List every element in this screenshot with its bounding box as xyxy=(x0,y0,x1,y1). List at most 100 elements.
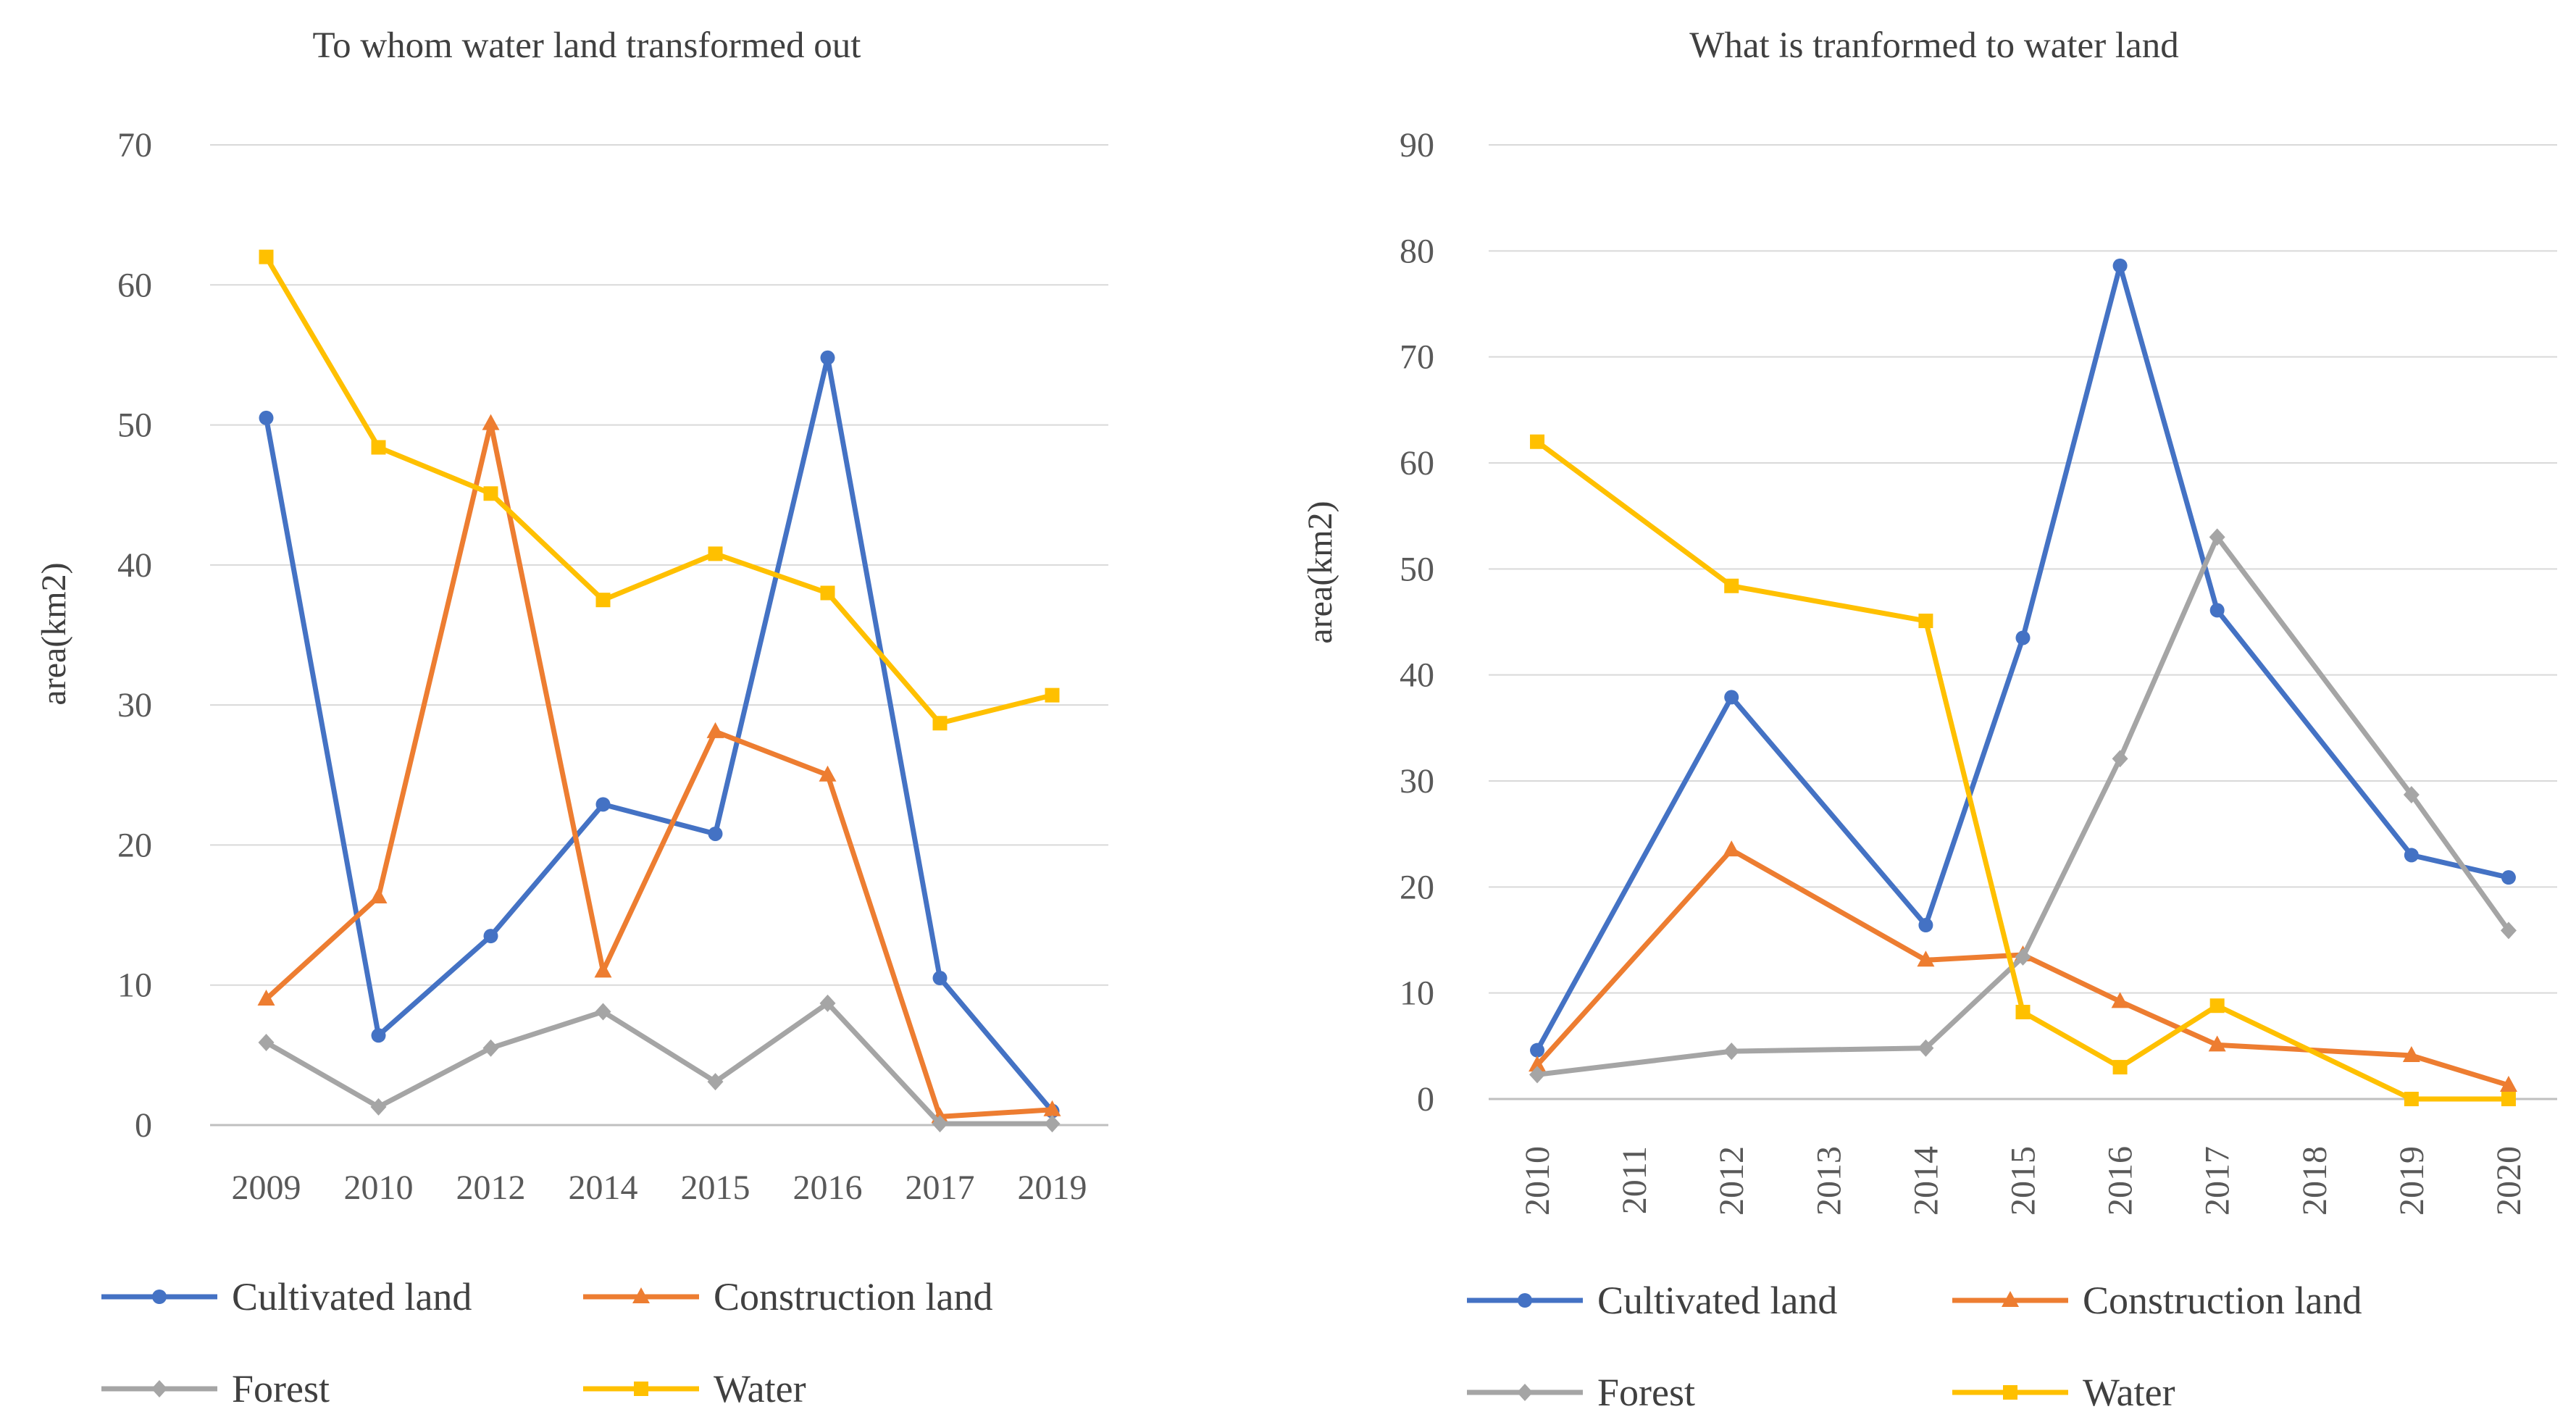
series-line-forest xyxy=(1534,534,2512,1077)
data-point-water xyxy=(1045,688,1060,703)
x-tick-label: 2017 xyxy=(906,1169,975,1207)
y-axis-label: area(km2) xyxy=(1301,501,1339,643)
legend-label: Water xyxy=(714,1367,806,1411)
legend-label: Water xyxy=(2083,1371,2175,1414)
x-tick-label: 2012 xyxy=(456,1169,526,1207)
y-tick-label: 20 xyxy=(1400,868,1434,906)
legend-swatch-marker xyxy=(632,1287,650,1303)
data-point-cultivated-land xyxy=(2112,258,2128,273)
y-tick-label: 60 xyxy=(117,266,152,304)
data-point-cultivated-land xyxy=(820,350,835,365)
legend-swatch-marker xyxy=(152,1290,167,1304)
data-point-cultivated-land xyxy=(595,797,611,812)
data-point-cultivated-land xyxy=(1918,918,1933,933)
x-tick-label: 2015 xyxy=(2004,1146,2043,1216)
data-point-cultivated-land xyxy=(2404,848,2419,863)
data-point-forest xyxy=(1044,1115,1061,1133)
data-point-forest xyxy=(932,1115,948,1133)
x-tick-label: 2015 xyxy=(681,1169,750,1207)
y-tick-label: 30 xyxy=(1400,762,1434,801)
legend-item-cultivated-land: Cultivated land xyxy=(101,1275,472,1319)
legend-label: Cultivated land xyxy=(1597,1279,1837,1322)
legend-label: Construction land xyxy=(2083,1279,2362,1322)
data-point-forest xyxy=(2500,922,2517,940)
data-point-cultivated-land xyxy=(483,929,498,944)
y-tick-label: 30 xyxy=(117,686,152,724)
data-point-water xyxy=(259,249,274,264)
data-point-water xyxy=(708,546,723,561)
data-point-cultivated-land xyxy=(708,826,723,841)
y-axis-label: area(km2) xyxy=(35,562,73,705)
series-line-water xyxy=(1534,439,2512,1102)
data-point-forest xyxy=(2112,750,2128,768)
x-tick-label: 2011 xyxy=(1615,1146,1654,1214)
x-tick-label: 2017 xyxy=(2199,1146,2237,1216)
y-tick-label: 70 xyxy=(1400,338,1434,377)
data-point-construction-land xyxy=(2111,992,2129,1008)
data-point-construction-land xyxy=(1917,950,1935,967)
data-point-water xyxy=(932,716,948,731)
y-tick-label: 40 xyxy=(117,546,152,585)
data-point-cultivated-land xyxy=(2015,630,2031,645)
data-point-construction-land xyxy=(2402,1046,2420,1063)
data-point-forest xyxy=(370,1098,387,1116)
data-point-forest xyxy=(2403,786,2420,804)
legend-item-construction-land: Construction land xyxy=(1952,1279,2362,1322)
data-point-forest xyxy=(1529,1066,1546,1084)
series-cultivated-land xyxy=(1530,258,2516,1058)
legend: Cultivated land Construction land Forest Wa… xyxy=(1467,1279,2362,1414)
legend-label: Forest xyxy=(1597,1371,1695,1414)
x-tick-label: 2014 xyxy=(1907,1146,1945,1216)
x-tick-label: 2014 xyxy=(569,1169,638,1207)
series-construction-land xyxy=(1529,840,2517,1092)
x-tick-label: 2020 xyxy=(2490,1146,2528,1216)
data-point-water xyxy=(2501,1092,2516,1106)
data-point-forest xyxy=(1723,1042,1740,1061)
chart-water-transformed-out: To whom water land transformed out area(k… xyxy=(35,25,1108,1411)
y-tick-label: 80 xyxy=(1400,232,1434,270)
legend-swatch-marker xyxy=(2003,1385,2017,1400)
y-tick-label: 60 xyxy=(1400,444,1434,482)
data-point-water xyxy=(1918,614,1933,629)
data-point-water xyxy=(595,593,611,608)
series-line-construction-land xyxy=(264,421,1055,1119)
legend-item-water: Water xyxy=(1952,1371,2175,1414)
series-cultivated-land xyxy=(259,350,1060,1119)
series-water xyxy=(259,249,1060,731)
data-point-forest xyxy=(2209,528,2225,546)
series-line-construction-land xyxy=(1534,847,2512,1088)
data-point-forest xyxy=(1918,1039,1934,1057)
data-point-forest xyxy=(482,1039,499,1057)
data-point-construction-land xyxy=(706,722,724,738)
y-tick-label: 40 xyxy=(1400,656,1434,695)
series-line-cultivated-land xyxy=(1534,263,2512,1053)
data-point-water xyxy=(371,440,386,455)
legend-swatch-marker xyxy=(634,1382,648,1396)
data-point-construction-land xyxy=(1043,1100,1061,1116)
data-point-water xyxy=(2112,1060,2128,1075)
data-point-construction-land xyxy=(594,961,612,978)
x-tick-label: 2016 xyxy=(793,1169,863,1207)
data-point-water xyxy=(483,486,498,501)
legend-swatch-marker xyxy=(1517,1384,1533,1401)
y-tick-label: 20 xyxy=(117,826,152,864)
y-tick-label: 70 xyxy=(117,126,152,164)
data-point-construction-land xyxy=(2499,1075,2517,1092)
legend-swatch-marker xyxy=(2002,1291,2019,1307)
x-tick-label: 2010 xyxy=(1518,1146,1557,1216)
legend-swatch-marker xyxy=(151,1380,167,1397)
legend-swatch-marker xyxy=(1518,1293,1532,1308)
legend-label: Forest xyxy=(232,1367,330,1411)
data-point-water xyxy=(2209,998,2225,1014)
data-point-water xyxy=(820,585,835,601)
data-point-construction-land xyxy=(819,765,837,782)
data-point-water xyxy=(1530,434,1545,449)
data-point-cultivated-land xyxy=(2209,603,2225,618)
x-tick-label: 2016 xyxy=(2102,1146,2140,1216)
x-tick-label: 2010 xyxy=(344,1169,414,1207)
data-point-forest xyxy=(707,1073,724,1091)
x-tick-label: 2009 xyxy=(232,1169,301,1207)
series-forest xyxy=(258,994,1061,1133)
chart-title: What is tranformed to water land xyxy=(1689,25,2179,66)
series-construction-land xyxy=(257,414,1061,1124)
